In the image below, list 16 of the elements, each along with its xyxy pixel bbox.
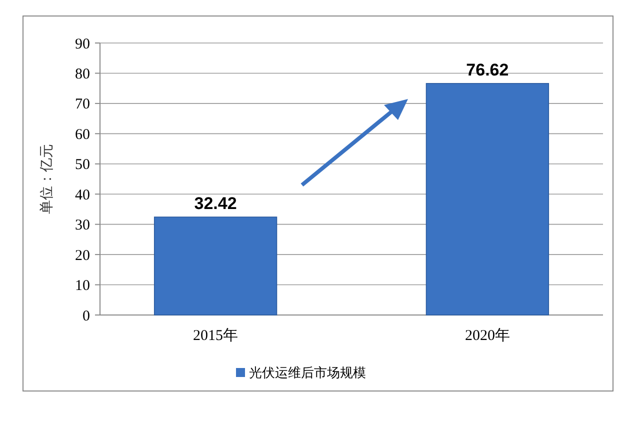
y-tick-label: 50	[75, 157, 90, 174]
y-tick-label: 0	[82, 308, 90, 324]
legend-label: 光伏运维后市场规模	[249, 366, 366, 381]
y-tick-label: 80	[75, 66, 90, 82]
data-label: 76.62	[466, 60, 509, 80]
y-axis-title: 单位：亿元	[39, 144, 55, 214]
y-tick-label: 30	[75, 218, 90, 234]
data-label: 32.42	[194, 194, 237, 214]
x-tick-label: 2015年	[193, 327, 238, 344]
y-tick-label: 20	[75, 248, 90, 264]
y-tick-label: 10	[75, 278, 90, 294]
y-tick-label: 60	[75, 126, 90, 143]
y-tick-label: 70	[75, 96, 90, 113]
y-tick-label: 90	[75, 36, 90, 52]
x-tick-label: 2020年	[464, 327, 510, 344]
y-tick-label: 40	[75, 187, 90, 204]
